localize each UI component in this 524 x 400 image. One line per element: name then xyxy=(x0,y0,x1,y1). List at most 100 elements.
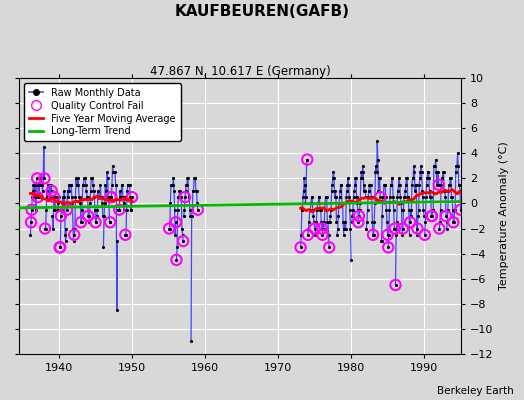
Point xyxy=(46,194,54,200)
Point xyxy=(303,156,311,163)
Point xyxy=(396,182,404,188)
Point xyxy=(192,188,201,194)
Point xyxy=(318,225,326,232)
Point xyxy=(443,219,451,226)
Point xyxy=(414,213,422,219)
Point xyxy=(64,182,73,188)
Point xyxy=(428,213,436,219)
Point xyxy=(112,182,121,188)
Point xyxy=(321,194,330,200)
Point xyxy=(51,206,59,213)
Point xyxy=(176,188,184,194)
Point xyxy=(373,138,381,144)
Point xyxy=(98,200,106,207)
Point xyxy=(449,219,457,226)
Point xyxy=(328,182,336,188)
Point xyxy=(427,194,435,200)
Point xyxy=(376,194,385,200)
Point xyxy=(416,175,424,182)
Point xyxy=(342,194,351,200)
Point xyxy=(297,244,305,250)
Point xyxy=(31,194,39,200)
Point xyxy=(324,232,333,238)
Point xyxy=(411,188,419,194)
Point xyxy=(78,206,86,213)
Point xyxy=(298,206,306,213)
Point xyxy=(50,194,58,200)
Point xyxy=(340,225,348,232)
Point xyxy=(381,194,390,200)
Point xyxy=(62,225,71,232)
Point xyxy=(93,206,102,213)
Point xyxy=(50,194,58,200)
Point xyxy=(369,232,378,238)
Point xyxy=(427,213,435,219)
Point xyxy=(119,194,127,200)
Point xyxy=(57,213,65,219)
Point xyxy=(168,182,177,188)
Point xyxy=(433,169,442,175)
Point xyxy=(347,257,355,263)
Point xyxy=(352,175,360,182)
Point xyxy=(74,175,82,182)
Point xyxy=(96,182,105,188)
Point xyxy=(312,219,321,226)
Point xyxy=(182,182,190,188)
Point xyxy=(440,188,449,194)
Point xyxy=(117,182,126,188)
Point xyxy=(358,175,366,182)
Point xyxy=(193,206,202,213)
Point xyxy=(456,188,464,194)
Point xyxy=(29,188,37,194)
Point xyxy=(102,188,110,194)
Point xyxy=(44,182,52,188)
Point xyxy=(355,206,364,213)
Point xyxy=(30,182,39,188)
Point xyxy=(193,200,201,207)
Point xyxy=(377,238,385,244)
Point xyxy=(117,194,125,200)
Point xyxy=(376,194,385,200)
Point xyxy=(332,219,341,226)
Point xyxy=(329,169,337,175)
Point xyxy=(407,213,416,219)
Point xyxy=(108,163,117,169)
Point xyxy=(323,194,331,200)
Point xyxy=(344,175,352,182)
Point xyxy=(80,175,89,182)
Point xyxy=(439,169,447,175)
Point xyxy=(435,225,443,232)
Point xyxy=(298,206,307,213)
Point xyxy=(104,175,112,182)
Point xyxy=(383,219,391,226)
Point xyxy=(34,182,42,188)
Point xyxy=(86,200,94,207)
Point xyxy=(297,244,305,250)
Point xyxy=(63,206,71,213)
Point xyxy=(453,163,461,169)
Point xyxy=(178,225,186,232)
Point xyxy=(391,225,399,232)
Point xyxy=(186,213,194,219)
Point xyxy=(67,182,75,188)
Point xyxy=(192,188,200,194)
Point xyxy=(91,206,99,213)
Point xyxy=(100,213,108,219)
Point xyxy=(301,200,310,207)
Point xyxy=(440,169,448,175)
Point xyxy=(170,188,178,194)
Point xyxy=(59,200,68,207)
Point xyxy=(99,244,107,250)
Point xyxy=(91,219,100,226)
Point xyxy=(181,194,189,200)
Point xyxy=(328,188,336,194)
Point xyxy=(75,194,84,200)
Point xyxy=(375,175,383,182)
Point xyxy=(346,225,355,232)
Point xyxy=(45,182,53,188)
Point xyxy=(54,200,62,207)
Point xyxy=(364,194,373,200)
Point xyxy=(72,182,81,188)
Point xyxy=(301,182,309,188)
Point xyxy=(405,232,413,238)
